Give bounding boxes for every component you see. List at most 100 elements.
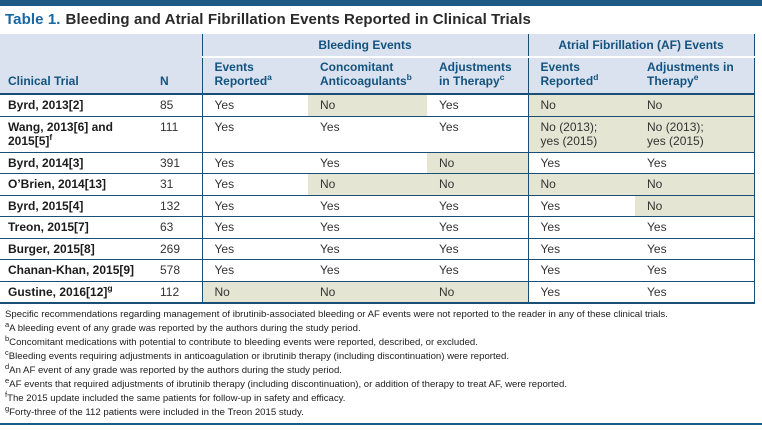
bleeding-events-reported-cell: Yes [201, 93, 308, 116]
header-footnote-marker-b: b [406, 72, 412, 82]
column-header-row: Clinical Trial N Events Reporteda Concom… [0, 57, 755, 94]
trial-name-cell: Byrd, 2014[3] [0, 151, 152, 174]
table-header: Bleeding Events Atrial Fibrillation (AF)… [0, 34, 755, 94]
bleeding-events-reported-cell: No [201, 280, 308, 303]
af-adjustments-cell: Yes [635, 237, 755, 260]
n-cell: 391 [152, 151, 202, 174]
table-row: Byrd, 2015[4] 132 Yes Yes Yes Yes No [0, 194, 755, 217]
footnotes-section: Specific recommendations regarding manag… [5, 308, 756, 420]
trial-name-cell: Gustine, 2016[12]g [0, 280, 152, 303]
footnote: cBleeding events requiring adjustments i… [5, 347, 756, 364]
af-events-reported-cell: Yes [527, 237, 636, 260]
af-events-reported-cell: No [527, 173, 636, 195]
concomitant-anticoagulants-cell: Yes [308, 115, 427, 152]
concomitant-anticoagulants-cell: No [308, 173, 427, 195]
af-events-reported-cell: Yes [527, 280, 636, 303]
table-row: Wang, 2013[6] and 2015[5]f 111 Yes Yes Y… [0, 115, 755, 152]
trial-name-cell: Treon, 2015[7] [0, 216, 152, 238]
af-events-reported-cell: No [527, 93, 636, 116]
table-number-label: Table 1. [5, 11, 61, 28]
bleeding-adjustments-cell: Yes [427, 93, 529, 116]
footnote-marker: b [5, 333, 10, 343]
n-cell: 269 [152, 237, 202, 260]
af-events-reported-cell: Yes [527, 216, 636, 238]
trial-name: Byrd, 2013[2] [8, 98, 84, 112]
header-footnote-marker-d: d [593, 72, 599, 82]
group-header-bleeding-events: Bleeding Events [201, 34, 529, 58]
table-row: Treon, 2015[7] 63 Yes Yes Yes Yes Yes [0, 216, 755, 238]
group-header-row: Bleeding Events Atrial Fibrillation (AF)… [0, 34, 755, 58]
concomitant-anticoagulants-cell: No [308, 93, 427, 116]
top-accent-bar [0, 0, 762, 6]
table-row: Gustine, 2016[12]g 112 No No No Yes Yes [0, 280, 755, 303]
trial-name: Chanan-Khan, 2015[9] [8, 263, 135, 277]
trial-name: Treon, 2015[7] [8, 220, 89, 234]
bleeding-adjustments-cell: Yes [427, 115, 529, 152]
column-header-clinical-trial: Clinical Trial [0, 57, 152, 94]
footnote: eAF events that required adjustments of … [5, 377, 756, 392]
bleeding-events-reported-cell: Yes [201, 216, 308, 238]
footnote: aA bleeding event of any grade was repor… [5, 319, 756, 336]
trial-name: Burger, 2015[8] [8, 241, 95, 256]
bottom-rule [0, 423, 762, 425]
af-events-reported-cell: No (2013); yes (2015) [527, 115, 636, 152]
bleeding-events-reported-cell: Yes [201, 237, 308, 260]
af-events-reported-cell: Yes [527, 259, 636, 281]
footnote-marker: f [5, 389, 8, 399]
bleeding-adjustments-cell: Yes [427, 216, 529, 238]
af-adjustments-cell: Yes [635, 280, 755, 303]
footnote-text: A bleeding event of any grade was report… [9, 323, 361, 334]
trial-name-cell: O’Brien, 2014[13] [0, 173, 152, 195]
table-row: Byrd, 2013[2] 85 Yes No Yes No No [0, 93, 755, 116]
trial-name: Wang, 2013[6] and 2015[5] [8, 119, 113, 149]
column-header-af-events-reported: Events Reportedd [527, 57, 636, 94]
footnote-text: Bleeding events requiring adjustments in… [8, 351, 509, 362]
footnote: bConcomitant medications with potential … [5, 333, 756, 350]
footnote: gForty-three of the 112 patients were in… [5, 405, 756, 420]
table-title-text: Bleeding and Atrial Fibrillation Events … [65, 11, 531, 28]
table-row: Chanan-Khan, 2015[9] 578 Yes Yes Yes Yes… [0, 259, 755, 281]
concomitant-anticoagulants-cell: No [308, 280, 427, 303]
bleeding-adjustments-cell: Yes [427, 237, 529, 260]
table-title: Table 1. Bleeding and Atrial Fibrillation… [5, 11, 756, 28]
table-body: Byrd, 2013[2] 85 Yes No Yes No No Wang, … [0, 93, 755, 303]
bleeding-events-reported-cell: Yes [201, 194, 308, 217]
bleeding-adjustments-cell: Yes [427, 259, 529, 281]
af-events-reported-cell: Yes [527, 151, 636, 174]
footnote-marker: a [5, 319, 10, 329]
af-adjustments-cell: Yes [635, 151, 755, 174]
header-footnote-marker-a: a [267, 72, 272, 82]
concomitant-anticoagulants-cell: Yes [308, 259, 427, 281]
trial-name-cell: Byrd, 2013[2] [0, 93, 152, 116]
table-row: Byrd, 2014[3] 391 Yes Yes No Yes Yes [0, 151, 755, 174]
af-adjustments-cell: No [635, 173, 755, 195]
column-header-bleeding-adjustments: Adjustments in Therapyc [427, 57, 529, 94]
footnote-text: Specific recommendations regarding manag… [5, 309, 668, 320]
trial-name: Byrd, 2015[4] [8, 198, 84, 213]
n-cell: 85 [152, 93, 202, 116]
n-cell: 112 [152, 280, 202, 303]
n-cell: 31 [152, 173, 202, 195]
footnote-text: An AF event of any grade was reported by… [9, 365, 342, 376]
concomitant-anticoagulants-cell: Yes [308, 151, 427, 174]
footnote-marker: c [5, 347, 9, 357]
bleeding-events-reported-cell: Yes [201, 259, 308, 281]
af-adjustments-cell: No (2013); yes (2015) [635, 115, 755, 152]
header-footnote-marker-c: c [499, 72, 505, 82]
af-adjustments-cell: Yes [635, 216, 755, 238]
bleeding-events-reported-cell: Yes [201, 115, 308, 152]
trial-name-cell: Wang, 2013[6] and 2015[5]f [0, 115, 152, 152]
trial-name: Gustine, 2016[12] [8, 284, 108, 299]
column-header-concomitant-anticoagulants: Concomitant Anticoagulantsb [308, 57, 427, 94]
footnote: Specific recommendations regarding manag… [5, 308, 756, 322]
footnote-text: The 2015 update included the same patien… [7, 393, 346, 404]
trial-footnote-marker: g [107, 282, 113, 293]
bleeding-events-reported-cell: Yes [201, 173, 308, 195]
clinical-trials-table: Bleeding Events Atrial Fibrillation (AF)… [0, 34, 755, 304]
n-cell: 132 [152, 194, 202, 217]
bleeding-adjustments-cell: No [427, 173, 529, 195]
trial-name: Byrd, 2014[3] [8, 155, 84, 170]
footnote: dAn AF event of any grade was reported b… [5, 363, 756, 378]
footnote-text: Forty-three of the 112 patients were inc… [9, 407, 304, 418]
bleeding-adjustments-cell: No [427, 280, 529, 303]
